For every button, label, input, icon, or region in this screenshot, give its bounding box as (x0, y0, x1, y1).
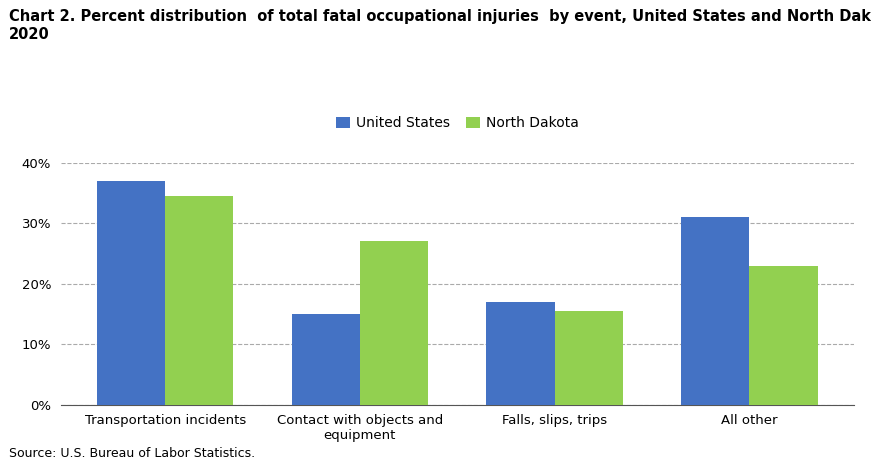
Bar (681, 217, 749, 405)
Bar (97, 181, 165, 405)
Bar (555, 311, 623, 405)
Bar (749, 266, 818, 405)
Legend: United States, North Dakota: United States, North Dakota (336, 117, 578, 131)
Bar (487, 302, 555, 405)
Text: Source: U.S. Bureau of Labor Statistics.: Source: U.S. Bureau of Labor Statistics. (9, 447, 255, 460)
Text: Chart 2. Percent distribution  of total fatal occupational injuries  by event, U: Chart 2. Percent distribution of total f… (9, 9, 871, 42)
Bar (360, 241, 428, 405)
Bar (292, 314, 360, 405)
Bar (165, 196, 233, 405)
